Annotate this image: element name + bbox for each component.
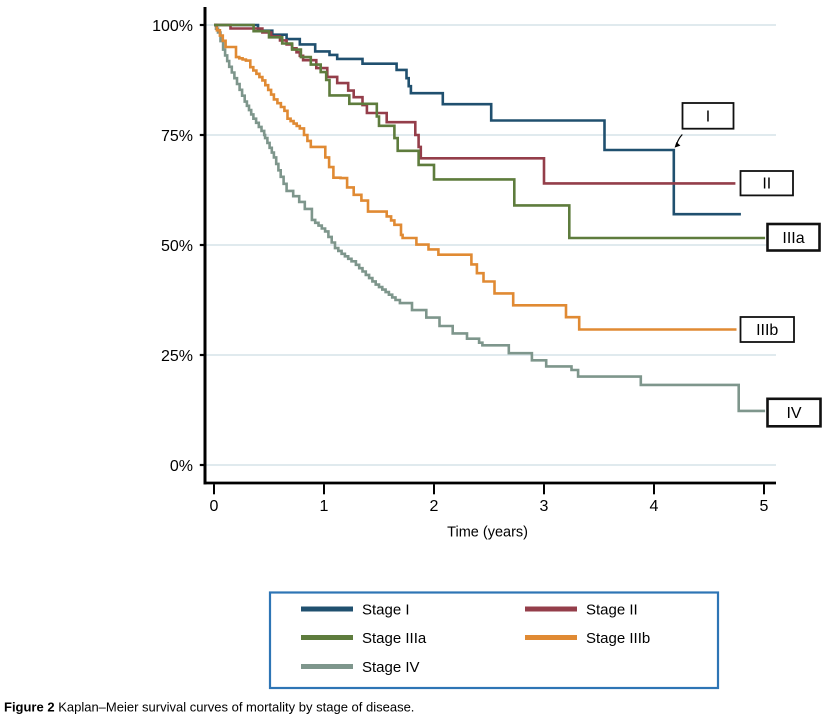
svg-text:Stage I: Stage I [362,602,410,619]
svg-text:II: II [762,176,771,193]
svg-text:Figure 2 Kaplan–Meier survival: Figure 2 Kaplan–Meier survival curves of… [4,700,414,715]
svg-text:IV: IV [786,405,801,422]
svg-text:25%: 25% [161,348,193,365]
svg-text:50%: 50% [161,238,193,255]
svg-text:2: 2 [430,498,439,515]
svg-text:5: 5 [760,498,769,515]
svg-text:IIIa: IIIa [782,230,804,247]
svg-text:3: 3 [540,498,549,515]
svg-text:I: I [706,108,710,125]
svg-text:Time (years): Time (years) [447,524,528,540]
svg-text:75%: 75% [161,128,193,145]
svg-text:Stage II: Stage II [586,602,638,619]
svg-text:Stage IIIa: Stage IIIa [362,630,427,647]
svg-text:1: 1 [320,498,329,515]
svg-text:4: 4 [650,498,659,515]
svg-text:IIIb: IIIb [756,322,778,339]
svg-text:Stage IV: Stage IV [362,659,420,676]
svg-text:0%: 0% [170,458,193,475]
svg-text:100%: 100% [152,18,193,35]
svg-text:Stage IIIb: Stage IIIb [586,630,650,647]
svg-text:0: 0 [210,498,219,515]
